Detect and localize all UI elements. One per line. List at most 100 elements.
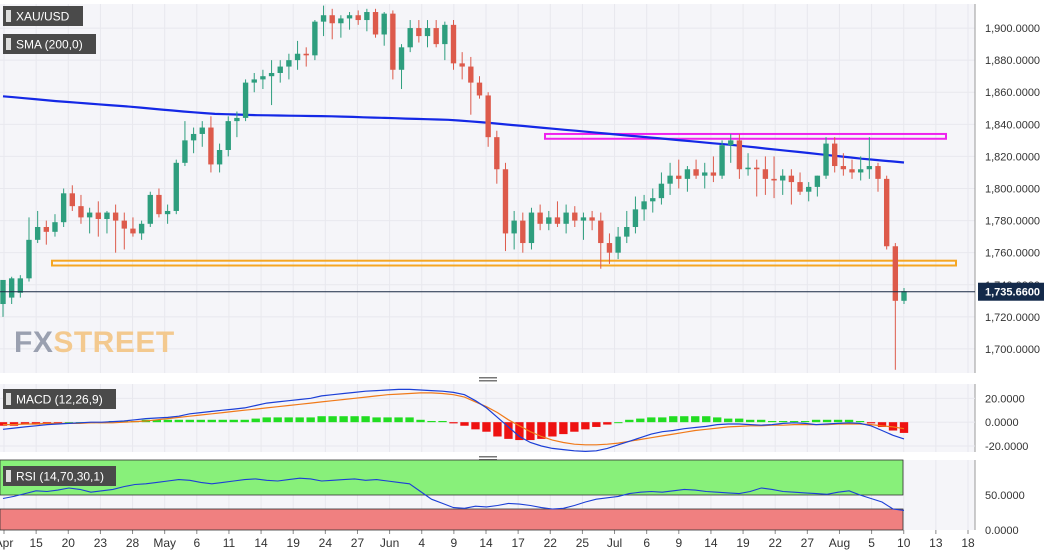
- macd-line: [2, 388, 905, 453]
- bullish-candle: [320, 15, 327, 22]
- rsi-line: [2, 477, 905, 511]
- x-tick-label: 13: [929, 536, 943, 550]
- macd-histogram-bar-positive: [361, 416, 370, 423]
- x-tick-label: 15: [29, 536, 43, 550]
- sma-label-text: SMA (200,0): [16, 38, 83, 52]
- bearish-candle: [849, 169, 855, 173]
- price-macd-divider-grip[interactable]: [479, 380, 497, 382]
- macd-histogram-bar-positive: [383, 417, 392, 423]
- bearish-candle: [476, 82, 483, 96]
- price-axis-label: 1,900.0000: [985, 23, 1040, 35]
- x-tick-label: 23: [94, 536, 108, 550]
- macd-histogram-bar-negative: [471, 422, 480, 430]
- rsi-axis-label: 50.0000: [985, 490, 1025, 502]
- macd-histogram-bar-positive: [163, 419, 172, 423]
- price-axis-label: 1,880.0000: [985, 55, 1040, 67]
- macd-histogram-bar-positive: [438, 420, 447, 423]
- bearish-candle: [112, 212, 119, 221]
- x-tick-label: 14: [254, 536, 268, 550]
- bullish-candle: [312, 21, 318, 56]
- bearish-candle: [693, 169, 699, 176]
- bullish-candle: [60, 193, 67, 223]
- bullish-candle: [294, 53, 301, 61]
- macd-histogram-bar-negative: [877, 422, 887, 427]
- bearish-candle: [554, 217, 561, 224]
- bearish-candle: [537, 212, 543, 224]
- bullish-candle: [424, 28, 431, 37]
- macd-histogram-bar-negative: [449, 422, 458, 424]
- bullish-candle: [286, 60, 292, 67]
- bearish-candle: [433, 28, 439, 45]
- resistance-zone: [544, 132, 947, 140]
- bullish-candle: [442, 24, 448, 45]
- macd-histogram-bar-negative: [504, 422, 513, 439]
- macd-histogram-bar-negative: [31, 422, 41, 425]
- sma-label[interactable]: SMA (200,0): [3, 34, 96, 54]
- bullish-candle: [684, 169, 691, 179]
- price-axis-label: 1,720.0000: [985, 312, 1040, 324]
- macd-signal-line: [3, 392, 905, 446]
- bearish-candle: [892, 246, 899, 301]
- bullish-candle: [34, 227, 41, 240]
- price-axis-label: 1,860.0000: [985, 87, 1040, 99]
- macd-histogram-bar-negative: [42, 422, 52, 424]
- sma-label-swatch: [6, 38, 11, 50]
- bearish-candle: [43, 227, 50, 232]
- x-tick-label: 17: [511, 536, 525, 550]
- bearish-candle: [676, 175, 682, 179]
- bullish-candle: [658, 183, 665, 199]
- price-macd-divider-grip[interactable]: [479, 377, 497, 379]
- macd-histogram-bar-negative: [592, 422, 601, 427]
- x-tick-label: 6: [193, 536, 200, 550]
- bullish-candle: [225, 121, 231, 150]
- x-tick-label: 5: [868, 536, 875, 550]
- x-tick-label: 4: [418, 536, 425, 550]
- macd-histogram-bar-positive: [767, 420, 777, 423]
- bullish-candle: [814, 175, 821, 187]
- macd-label-text: MACD (12,26,9): [16, 393, 103, 407]
- bullish-candle: [147, 194, 153, 224]
- macd-histogram-bar-positive: [811, 419, 821, 423]
- bullish-candle: [277, 66, 283, 73]
- macd-histogram-bar-negative: [537, 422, 546, 439]
- macd-rsi-divider-grip[interactable]: [479, 456, 497, 458]
- macd-label[interactable]: MACD (12,26,9): [3, 389, 116, 409]
- macd-histogram-bar-negative: [53, 422, 63, 424]
- bearish-candle: [69, 193, 75, 207]
- bullish-candle: [8, 278, 15, 298]
- macd-histogram-bar-positive: [658, 417, 667, 423]
- bearish-candle: [372, 12, 379, 35]
- macd-histogram-bar-positive: [647, 417, 656, 423]
- bullish-candle: [745, 167, 751, 170]
- macd-histogram-bar-positive: [152, 419, 162, 423]
- rsi-label[interactable]: RSI (14,70,30,1): [3, 466, 116, 486]
- macd-histogram-bar-positive: [691, 416, 700, 423]
- bearish-candle: [875, 166, 881, 179]
- macd-histogram-bar-negative: [548, 422, 557, 437]
- macd-histogram-bar-positive: [240, 419, 249, 423]
- macd-histogram-bar-positive: [174, 419, 183, 423]
- macd-histogram-bar-negative: [581, 422, 590, 430]
- macd-histogram-bar-positive: [636, 418, 645, 423]
- rsi-oversold-zone: [0, 508, 904, 531]
- bearish-candle: [502, 169, 509, 234]
- bullish-candle: [719, 145, 725, 176]
- rsi-axis-label: 0.0000: [985, 525, 1019, 537]
- macd-histogram-bar-positive: [207, 419, 216, 423]
- x-tick-label: 6: [643, 536, 650, 550]
- macd-histogram-bar-positive: [262, 417, 271, 423]
- bullish-candle: [234, 117, 240, 122]
- bullish-candle: [104, 212, 110, 219]
- bullish-candle: [260, 76, 266, 80]
- macd-histogram-bar-positive: [724, 418, 733, 423]
- macd-histogram-bar-positive: [427, 420, 436, 423]
- symbol-label[interactable]: XAU/USD: [3, 6, 83, 26]
- macd-histogram-bar-negative: [515, 422, 524, 441]
- macd-histogram-bar-positive: [284, 417, 293, 423]
- symbol-label-text: XAU/USD: [16, 10, 70, 24]
- bullish-candle: [546, 217, 552, 224]
- macd-histogram-bar-positive: [789, 420, 799, 423]
- macd-histogram-bar-positive: [855, 420, 865, 423]
- bearish-candle: [485, 95, 491, 138]
- x-tick-label: 14: [704, 536, 718, 550]
